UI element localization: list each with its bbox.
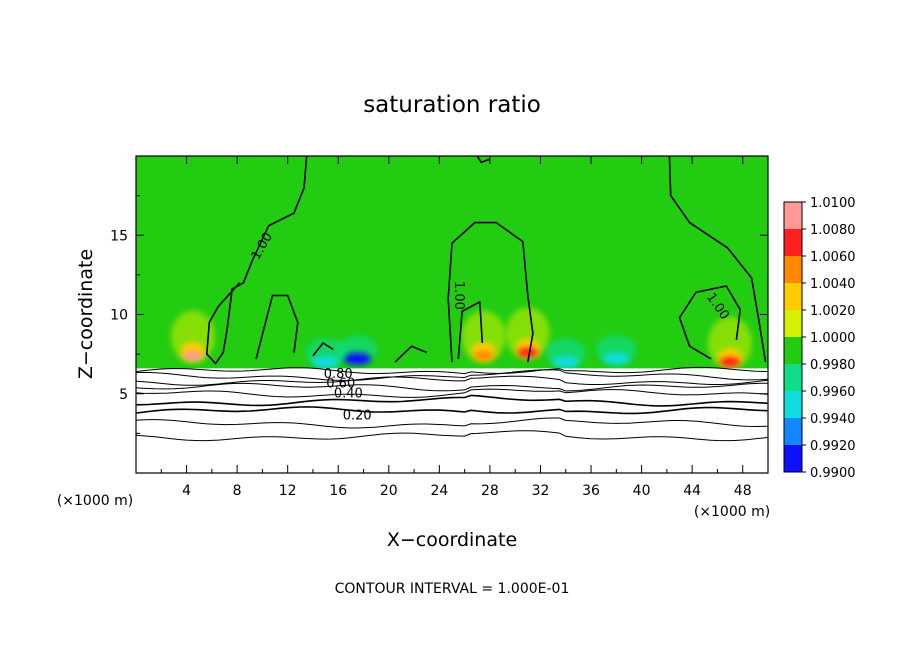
y-axis-label: Z−coordinate	[75, 249, 97, 379]
x-tick-label: 12	[279, 483, 297, 499]
colorbar-swatch	[784, 283, 802, 310]
colorbar-label: 0.9920	[810, 439, 856, 454]
contour-line	[136, 388, 768, 398]
colorbar-swatch	[784, 310, 802, 337]
x-tick-label: 20	[380, 483, 398, 499]
colorbar-label: 0.9980	[810, 358, 856, 373]
x-tick-label: 36	[582, 483, 600, 499]
x-tick-label: 8	[233, 483, 242, 499]
colorbar-label: 1.0000	[810, 331, 856, 346]
hotspot	[473, 350, 494, 361]
contour-line	[136, 369, 768, 382]
contour-label: 1.00	[451, 281, 466, 310]
colorbar-label: 1.0080	[810, 223, 856, 238]
y-axis-ticks: 5 10 15	[110, 195, 768, 434]
contour-line-1-00	[476, 156, 491, 164]
coldspot	[551, 356, 580, 369]
x-axis-label: X−coordinate	[387, 529, 517, 551]
colorbar-label: 1.0100	[810, 196, 856, 211]
contour-line-1-00	[678, 285, 741, 360]
contour-line	[136, 394, 768, 407]
y-tick-label: 10	[110, 308, 128, 324]
field-anomalies	[170, 307, 753, 370]
x-tick-label: 16	[329, 483, 347, 499]
coldspot	[602, 352, 631, 365]
hotspot	[517, 347, 538, 358]
contour-label: 0.60	[326, 377, 355, 392]
coldspot	[311, 356, 340, 369]
colorbar-swatch	[784, 391, 802, 418]
plot-area	[136, 156, 768, 473]
contour-line-1-00	[447, 221, 534, 363]
y-unit-label: (×1000 m)	[57, 493, 133, 509]
colorbar-swatch	[784, 229, 802, 256]
colorbar-label: 0.9900	[810, 466, 856, 481]
x-axis-ticks: 4 8 12 16 20 24 28 32 36 40 44 48	[160, 156, 752, 499]
y-tick-label: 5	[119, 387, 128, 403]
colorbar-label: 1.0040	[810, 277, 856, 292]
colorbar-label: 1.0060	[810, 250, 856, 265]
x-tick-label: 40	[633, 483, 651, 499]
colorbar-label: 0.9960	[810, 385, 856, 400]
contour-line-1-00	[457, 301, 484, 359]
contour-line-1-00	[255, 294, 299, 360]
contour-line	[136, 417, 768, 429]
contour-interval-note: CONTOUR INTERVAL = 1.000E-01	[335, 581, 570, 597]
colorbar-swatch	[784, 445, 802, 472]
hotspot	[182, 350, 203, 361]
colorbar-label: 1.0020	[810, 304, 856, 319]
contour-label: 0.40	[334, 386, 363, 401]
x-tick-label: 24	[430, 483, 448, 499]
colorbar-swatch	[784, 202, 802, 229]
x-unit-label: (×1000 m)	[694, 504, 770, 520]
colorbar-swatch	[784, 364, 802, 391]
contour-line-1-00	[312, 342, 334, 357]
contour-line	[136, 366, 768, 375]
contour-line-1-00	[668, 156, 767, 363]
x-tick-label: 44	[683, 483, 701, 499]
contour-line	[136, 375, 768, 386]
contour-label: 0.80	[324, 367, 353, 382]
chart-title: saturation ratio	[363, 92, 541, 118]
colorbar-swatch	[784, 337, 802, 364]
colorbar: 1.0100 1.0080 1.0060 1.0040 1.0020 1.0000 0.99…	[783, 196, 856, 481]
contour-line	[136, 382, 768, 392]
x-tick-label: 4	[182, 483, 191, 499]
coldspot	[343, 352, 372, 365]
contour-line	[136, 406, 768, 415]
y-tick-label: 15	[110, 228, 128, 244]
contour-lines	[136, 156, 768, 442]
x-tick-label: 48	[734, 483, 752, 499]
contour-line-1-00	[394, 345, 428, 363]
contour-line	[136, 430, 768, 442]
hotspot	[720, 357, 741, 368]
contour-line-1-00	[206, 156, 308, 365]
x-tick-label: 28	[481, 483, 499, 499]
colorbar-swatch	[784, 418, 802, 445]
x-tick-label: 32	[532, 483, 550, 499]
contour-label: 0.20	[343, 408, 372, 423]
colorbar-swatch	[784, 256, 802, 283]
colorbar-label: 0.9940	[810, 412, 856, 427]
